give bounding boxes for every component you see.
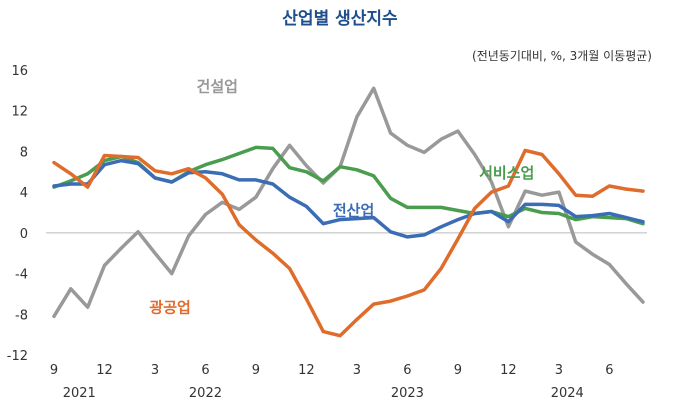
x-tick-label: 3 bbox=[151, 363, 159, 378]
series-label: 전산업 bbox=[333, 202, 374, 220]
y-tick-label: -4 bbox=[15, 268, 28, 283]
x-tick-label: 6 bbox=[403, 363, 411, 378]
x-tick-label: 9 bbox=[50, 363, 58, 378]
x-tick-label: 9 bbox=[252, 363, 260, 378]
x-tick-label: 3 bbox=[353, 363, 361, 378]
y-tick-label: 8 bbox=[20, 145, 28, 160]
x-axis: 9 12 3 6 9 12 3 6 9 12 3 6 2021 2022 2023 2024 bbox=[50, 363, 614, 401]
y-tick-label: 0 bbox=[20, 227, 28, 242]
y-tick-label: 12 bbox=[11, 105, 28, 120]
series-label: 서비스업 bbox=[479, 164, 534, 182]
x-tick-label: 6 bbox=[201, 363, 209, 378]
x-tick-label: 12 bbox=[298, 363, 315, 378]
series-line bbox=[52, 86, 645, 319]
x-tick-label: 12 bbox=[96, 363, 113, 378]
x-tick-label: 6 bbox=[605, 363, 613, 378]
year-label: 2021 bbox=[63, 386, 96, 401]
series-line bbox=[52, 148, 645, 338]
x-tick-label: 9 bbox=[454, 363, 462, 378]
series-line bbox=[52, 158, 645, 239]
y-tick-label: -8 bbox=[15, 308, 28, 323]
chart-title: 산업별 생산지수 bbox=[282, 9, 398, 29]
series-lines bbox=[52, 86, 645, 338]
year-label: 2024 bbox=[551, 386, 584, 401]
y-tick-label: -12 bbox=[7, 349, 28, 364]
series-label: 광공업 bbox=[149, 298, 190, 316]
y-tick-label: 4 bbox=[20, 186, 28, 201]
y-axis: 16 12 8 4 0 -4 -8 -12 bbox=[7, 64, 647, 364]
year-label: 2022 bbox=[189, 386, 222, 401]
series-label: 건설업 bbox=[197, 77, 238, 95]
x-tick-label: 3 bbox=[555, 363, 563, 378]
year-label: 2023 bbox=[391, 386, 424, 401]
x-tick-label: 12 bbox=[500, 363, 517, 378]
y-tick-label: 16 bbox=[11, 64, 28, 79]
chart-note: (전년동기대비, %, 3개월 이동평균) bbox=[472, 49, 652, 63]
